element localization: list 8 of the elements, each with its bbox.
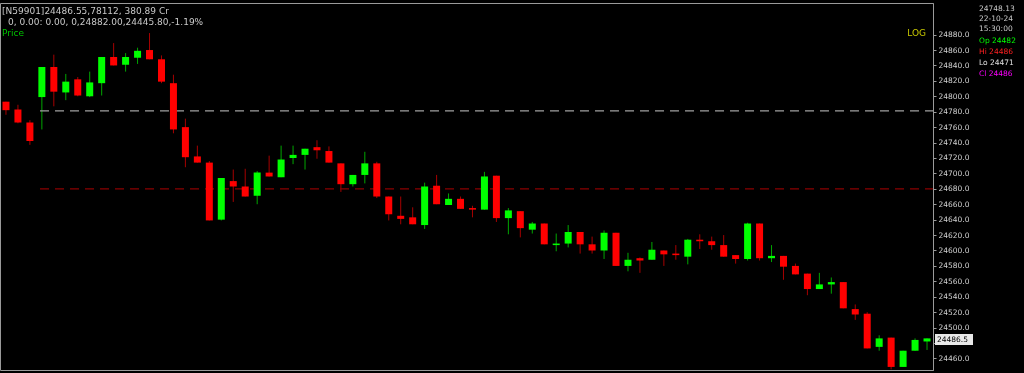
candlestick bbox=[660, 249, 668, 267]
candlestick bbox=[636, 256, 644, 274]
annotation: [N59901]24486.55,78112, 380.89 Cr bbox=[2, 6, 170, 16]
annotation: 0, 0.00: 0.00, 0,24882.00,24445.80,-1.19% bbox=[8, 17, 204, 27]
candlestick bbox=[588, 236, 596, 255]
annotation: Price bbox=[2, 28, 25, 38]
annotation: LOG bbox=[907, 28, 927, 38]
candlestick bbox=[923, 337, 931, 351]
